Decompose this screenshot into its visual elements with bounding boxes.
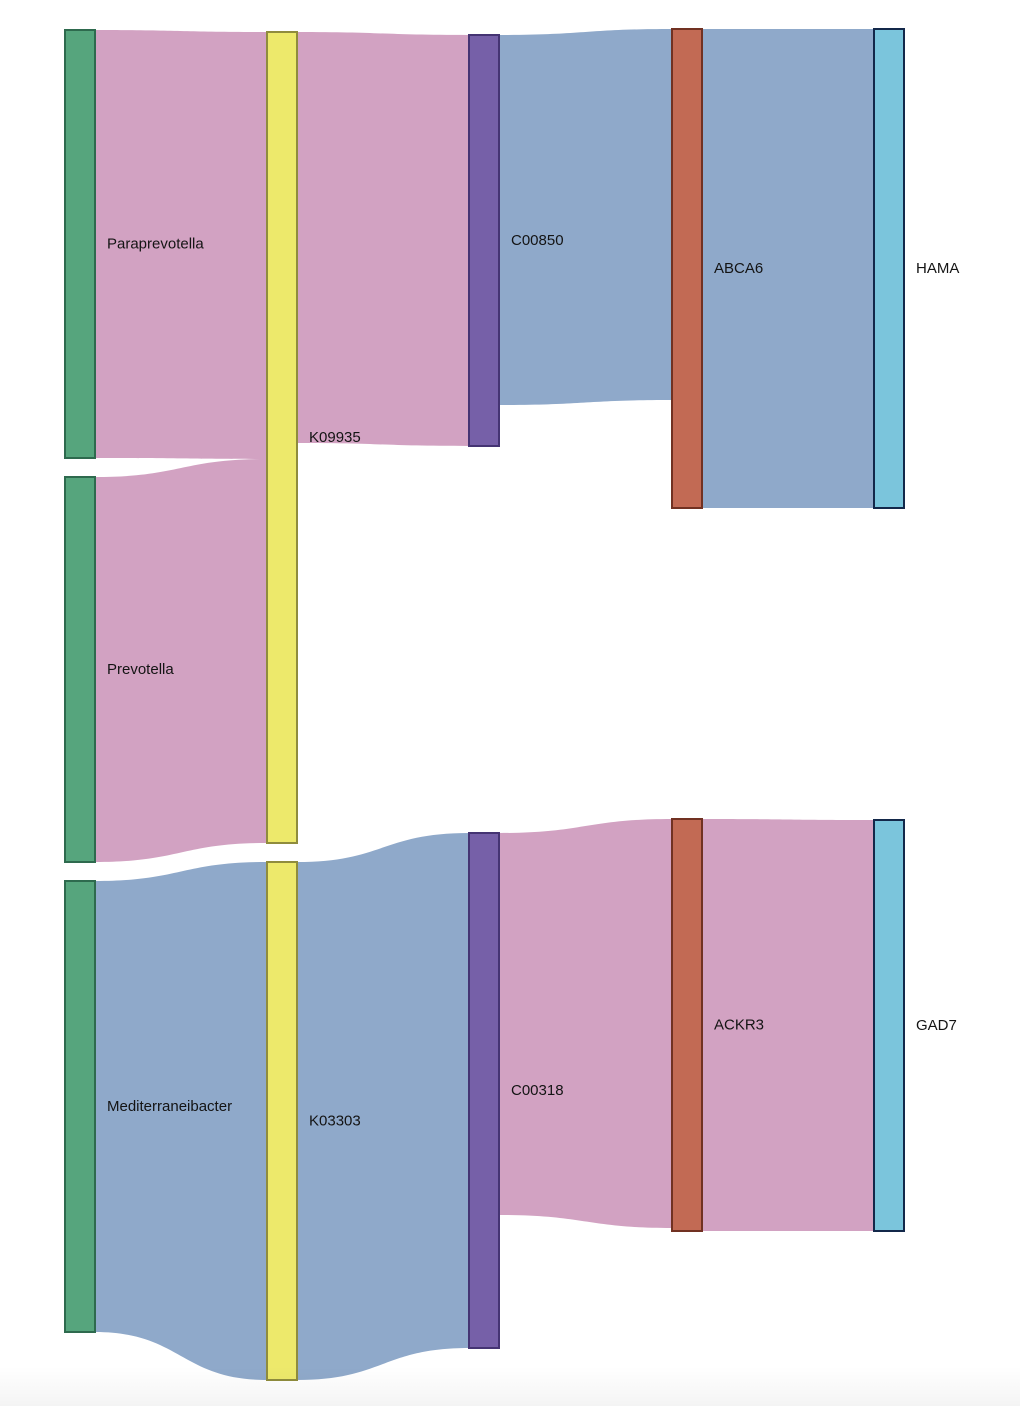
node-label-k09935: K09935: [309, 429, 361, 446]
flow-prevotella-k09935: [95, 459, 267, 862]
node-hama: [873, 28, 905, 509]
flow-abca6-hama: [702, 29, 874, 508]
node-abca6: [671, 28, 703, 509]
node-k03303: [266, 861, 298, 1381]
node-c00850: [468, 34, 500, 447]
node-k09935: [266, 31, 298, 844]
flow-k03303-c00318: [297, 833, 469, 1380]
node-label-mediterraneibacter: Mediterraneibacter: [107, 1098, 232, 1115]
node-label-gad7: GAD7: [916, 1017, 957, 1034]
node-label-c00850: C00850: [511, 232, 564, 249]
node-ackr3: [671, 818, 703, 1232]
flow-ackr3-gad7: [702, 819, 874, 1231]
node-label-c00318: C00318: [511, 1082, 564, 1099]
node-label-ackr3: ACKR3: [714, 1017, 764, 1034]
node-paraprevotella: [64, 29, 96, 459]
node-label-prevotella: Prevotella: [107, 661, 174, 678]
node-label-hama: HAMA: [916, 260, 959, 277]
flow-mediterraneibacter-k03303: [95, 862, 267, 1380]
node-mediterraneibacter: [64, 880, 96, 1333]
node-label-paraprevotella: Paraprevotella: [107, 236, 204, 253]
node-label-abca6: ABCA6: [714, 260, 763, 277]
node-prevotella: [64, 476, 96, 863]
flow-c00850-abca6: [499, 29, 672, 405]
node-c00318: [468, 832, 500, 1349]
node-label-k03303: K03303: [309, 1113, 361, 1130]
flow-k09935-c00850: [297, 32, 469, 446]
flow-c00318-ackr3: [499, 819, 672, 1228]
flow-paraprevotella-k09935: [95, 30, 267, 459]
node-gad7: [873, 819, 905, 1232]
